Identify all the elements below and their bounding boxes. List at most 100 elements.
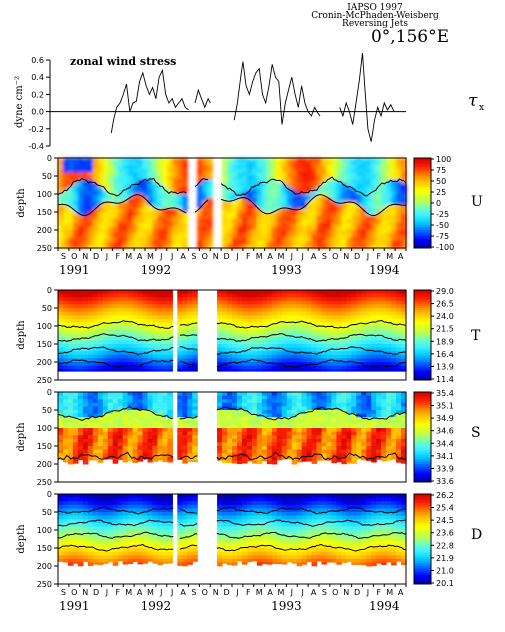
- depth-tick-label: 0: [47, 388, 52, 397]
- colorbar-segment: [414, 461, 431, 465]
- depth-tick-label: 50: [42, 172, 52, 181]
- month-label: J: [301, 252, 304, 261]
- month-label: J: [105, 252, 108, 261]
- colorbar-segment: [414, 350, 431, 354]
- year-label: 1993: [271, 599, 302, 613]
- month-label: M: [277, 252, 284, 261]
- month-label: J: [105, 588, 108, 597]
- tau-label: τ: [468, 91, 478, 111]
- colorbar-tick-label: 34.4: [436, 439, 454, 448]
- month-label: A: [137, 588, 143, 597]
- month-label: M: [277, 588, 284, 597]
- colorbar-segment: [414, 303, 431, 307]
- depth-tick-label: 0: [47, 286, 52, 295]
- colorbar-segment: [414, 498, 431, 502]
- field-label-s: S: [471, 425, 481, 441]
- depth-tick-label: 200: [37, 226, 52, 235]
- month-label: S: [322, 252, 327, 261]
- colorbar-segment: [414, 232, 431, 235]
- salinity-panel: 0 50 100 150 200 250 depth 35.4 35.1 34.9 34.6 34.4…: [16, 388, 454, 487]
- colorbar-segment: [414, 227, 431, 231]
- colorbar-segment: [414, 514, 431, 517]
- month-label: O: [202, 588, 208, 597]
- depth-tick-label: 50: [42, 508, 52, 517]
- wind-stress-ytick-label: 0.2: [31, 90, 44, 99]
- month-label: D: [223, 252, 229, 261]
- colorbar-tick-label: 34.9: [436, 414, 454, 423]
- colorbar-segment: [414, 314, 431, 318]
- month-label: F: [377, 588, 382, 597]
- colorbar-segment: [414, 457, 431, 460]
- colorbar-segment: [414, 207, 431, 211]
- month-label: J: [159, 588, 162, 597]
- colorbar-segment: [414, 330, 431, 334]
- colorbar-segment: [414, 425, 431, 429]
- colorbar-segment: [414, 479, 431, 483]
- colorbar-segment: [414, 212, 431, 215]
- colorbar-segment: [414, 339, 431, 343]
- colorbar-tick-label: 16.4: [436, 350, 454, 359]
- panel-frame: [57, 289, 407, 381]
- colorbar-segment: [414, 203, 431, 206]
- colorbar-segment: [414, 437, 431, 440]
- month-label: F: [116, 588, 121, 597]
- colorbar-segment: [414, 292, 431, 295]
- colorbar-segment: [414, 182, 431, 186]
- colorbar-segment: [414, 554, 431, 558]
- colorbar-segment: [414, 500, 431, 504]
- colorbar-segment: [414, 530, 431, 533]
- colorbar-tick-label: -50: [436, 221, 449, 230]
- colorbar-tick-label: 35.1: [436, 402, 454, 411]
- colorbar-segment: [414, 332, 431, 336]
- colorbar-segment: [414, 575, 431, 578]
- colorbar-segment: [414, 158, 431, 161]
- wind-stress-ylabel: dyne cm⁻²: [14, 76, 25, 128]
- month-label: N: [343, 588, 349, 597]
- colorbar-segment: [414, 441, 431, 445]
- colorbar-segment: [414, 164, 431, 168]
- month-label: A: [267, 588, 273, 597]
- colorbar-tick-label: 21.9: [436, 554, 454, 563]
- colorbar-segment: [414, 581, 431, 585]
- colorbar-segment: [414, 225, 431, 229]
- contour-lines-u: [57, 176, 407, 217]
- colorbar-segment: [414, 448, 431, 451]
- colorbar-segment: [414, 214, 431, 217]
- depth-tick-label: 250: [37, 580, 52, 589]
- header-line-1: IAPSO 1997: [347, 3, 403, 13]
- colorbar-tick-label: 75: [436, 166, 446, 175]
- colorbar-tick-label: 23.6: [436, 529, 454, 538]
- colorbar-tick-label: 26.2: [436, 491, 454, 500]
- colorbar-segment: [414, 187, 431, 190]
- contour-line: [57, 176, 407, 197]
- colorbar-segment: [414, 323, 431, 327]
- colorbar-segment: [414, 477, 431, 481]
- colorbar-segment: [414, 335, 431, 338]
- colorbar-segment: [414, 475, 431, 478]
- colorbar-segment: [414, 337, 431, 340]
- colorbar-segment: [414, 341, 431, 345]
- colorbar-segment: [414, 310, 431, 313]
- colorbar-segment: [414, 532, 431, 535]
- colorbar-segment: [414, 505, 431, 508]
- month-label: A: [398, 588, 404, 597]
- colorbar-segment: [414, 428, 431, 431]
- month-label: M: [386, 252, 393, 261]
- depth-tick-label: 0: [47, 490, 52, 499]
- colorbar-segment: [414, 371, 431, 374]
- colorbar-segment: [414, 398, 431, 402]
- field-label-u: U: [471, 194, 483, 210]
- month-label: A: [311, 252, 317, 261]
- month-label: S: [61, 588, 66, 597]
- colorbar-segment: [414, 171, 431, 175]
- colorbar-segment: [414, 185, 431, 188]
- depth-axis-label: depth: [16, 320, 27, 350]
- depth-tick-label: 100: [37, 424, 52, 433]
- colorbar-tick-label: -25: [436, 210, 449, 219]
- month-label: N: [213, 588, 219, 597]
- colorbar-segment: [414, 216, 431, 220]
- wind-stress-ytick-label: 0.0: [31, 108, 44, 117]
- year-label: 1993: [271, 263, 302, 277]
- colorbar-segment: [414, 410, 431, 413]
- depth-tick-label: 0: [47, 154, 52, 163]
